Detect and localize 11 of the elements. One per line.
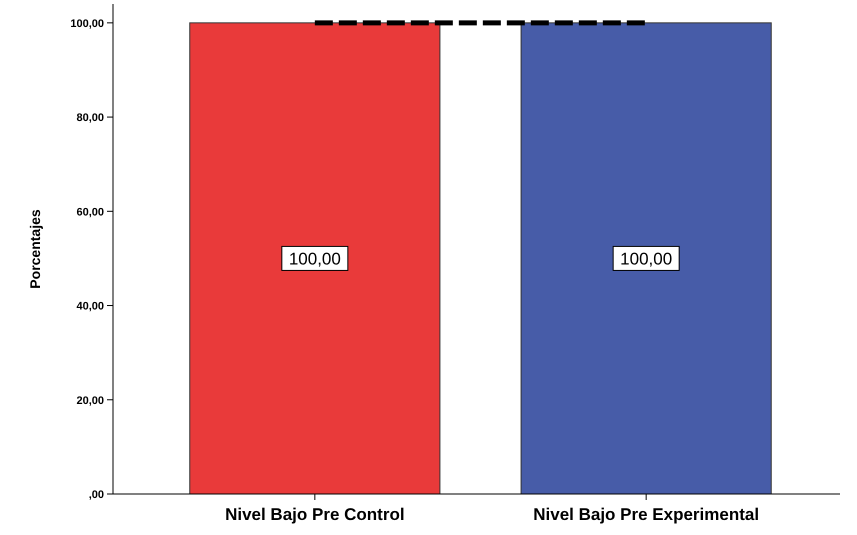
y-tick-label: 80,00 xyxy=(76,112,104,124)
y-tick-label: 40,00 xyxy=(76,300,104,313)
y-tick-label: 60,00 xyxy=(76,206,104,218)
data-label: 100,00 xyxy=(288,249,341,268)
y-tick-label: ,00 xyxy=(88,489,104,501)
y-axis-title: Porcentajes xyxy=(27,209,43,289)
y-tick-label: 100,00 xyxy=(70,18,104,30)
data-label: 100,00 xyxy=(620,249,672,268)
y-tick-label: 20,00 xyxy=(76,394,104,407)
x-tick-label: Nivel Bajo Pre Experimental xyxy=(533,505,760,524)
x-tick-label: Nivel Bajo Pre Control xyxy=(225,505,405,524)
